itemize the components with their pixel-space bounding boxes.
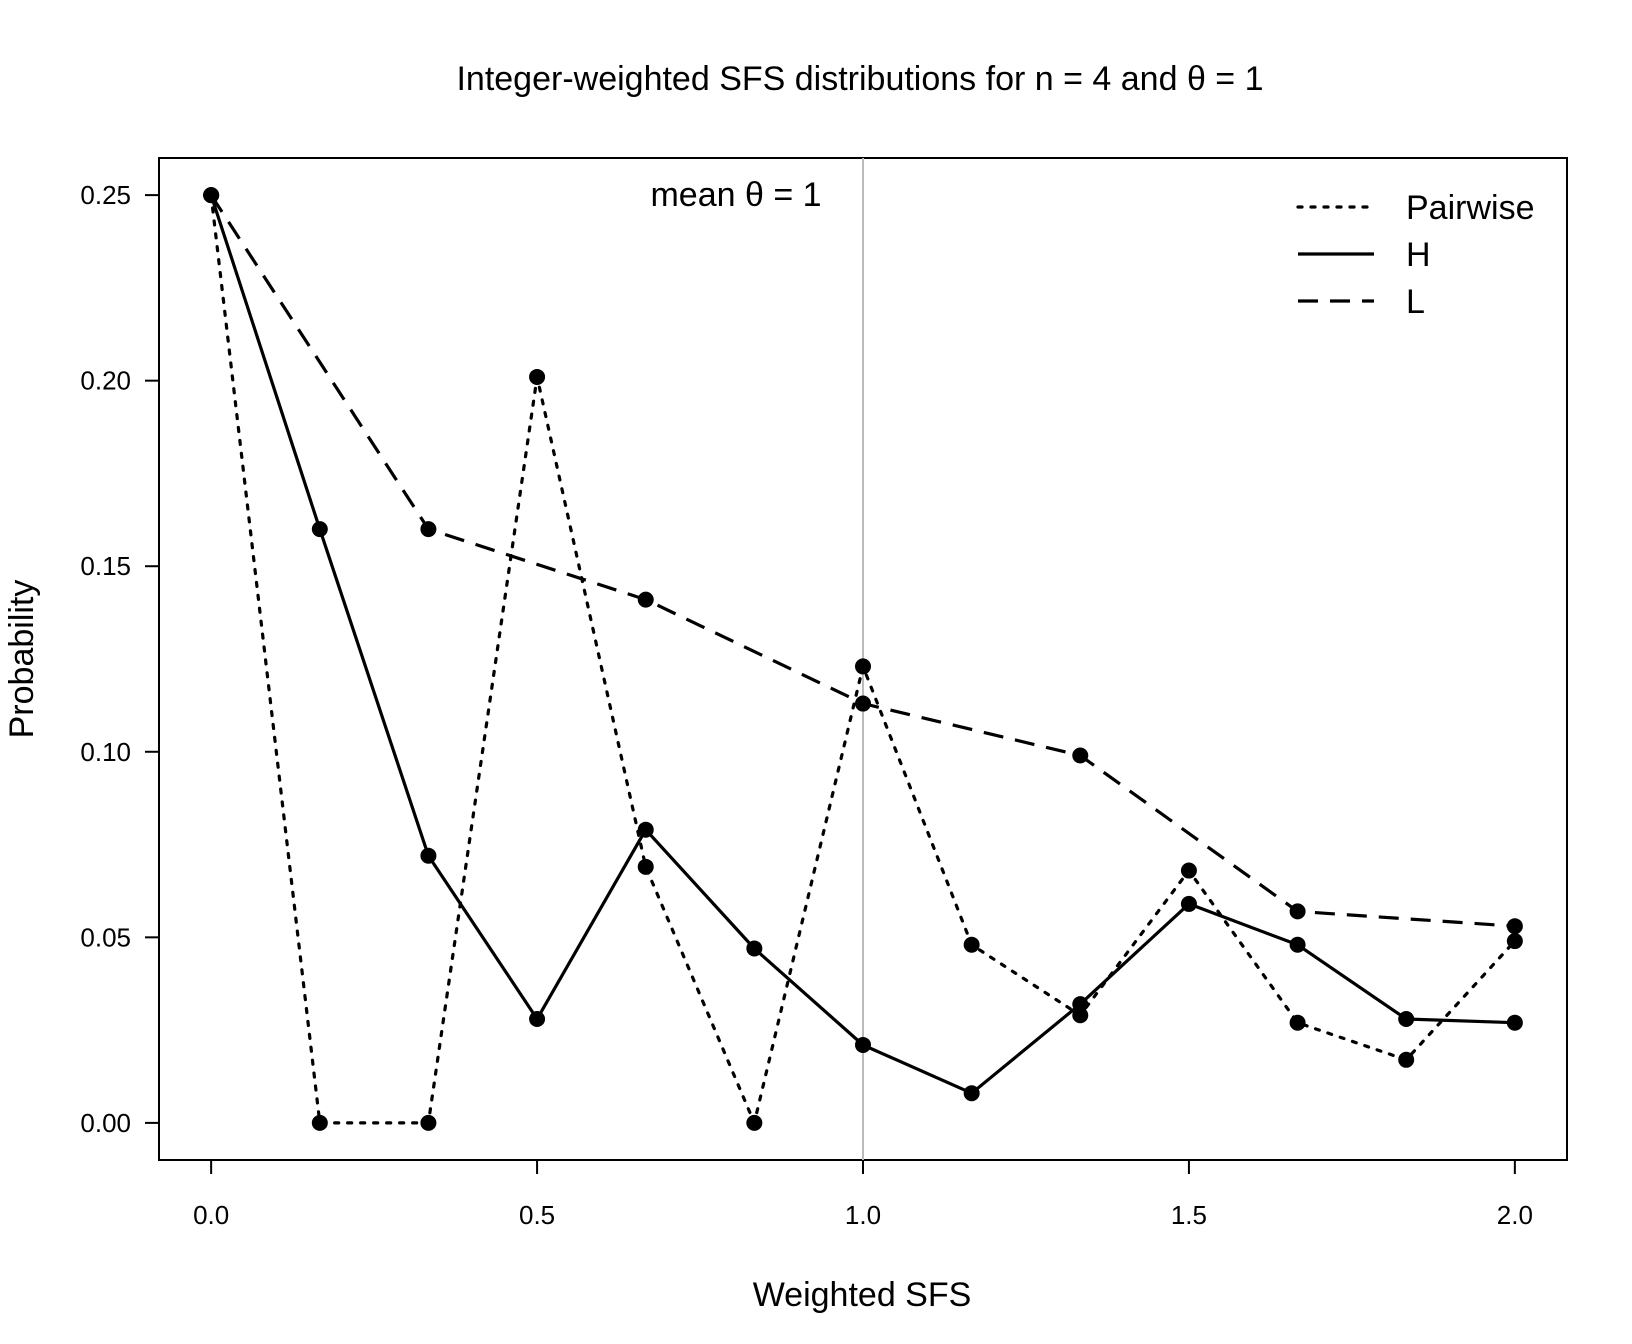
y-tick-label-1: 0.05 — [80, 922, 131, 952]
point-h-6 — [855, 1036, 871, 1053]
x-tick-label-2: 1.0 — [845, 1200, 881, 1230]
x-axis-title: Weighted SFS — [753, 1276, 972, 1314]
point-h-9 — [1180, 895, 1197, 912]
y-tick-label-5: 0.25 — [80, 180, 131, 210]
x-tick-label-1: 0.5 — [519, 1200, 555, 1230]
point-pairwise-12 — [1506, 933, 1523, 950]
x-tick-label-4: 2.0 — [1497, 1200, 1533, 1230]
mean-theta-annotation: mean θ = 1 — [650, 176, 821, 214]
x-tick-label-0: 0.0 — [193, 1200, 229, 1230]
y-axis: 0.00 0.05 0.10 0.15 0.20 0.25 — [80, 180, 159, 1138]
point-pairwise-10 — [1289, 1014, 1306, 1031]
point-h-2 — [420, 847, 437, 864]
chart-title: Integer-weighted SFS distributions for n… — [456, 60, 1263, 98]
point-pairwise-3 — [529, 368, 546, 385]
x-axis: 0.0 0.5 1.0 1.5 2.0 — [193, 1160, 1533, 1230]
legend: Pairwise HL — [1296, 189, 1534, 321]
point-h-10 — [1289, 936, 1306, 953]
legend-label-pairwise: Pairwise — [1406, 189, 1534, 227]
y-tick-label-0: 0.00 — [80, 1108, 131, 1138]
legend-label-h: H — [1406, 236, 1431, 274]
point-pairwise-1 — [311, 1114, 328, 1131]
point-l-0 — [203, 187, 220, 204]
y-axis-title: Probability — [3, 580, 41, 739]
point-h-3 — [529, 1010, 546, 1027]
point-pairwise-7 — [963, 936, 980, 953]
series-h — [203, 187, 1523, 1102]
point-h-4 — [637, 821, 654, 838]
point-h-8 — [1072, 996, 1089, 1013]
point-l-5 — [1289, 903, 1306, 920]
series-layer — [203, 187, 1523, 1131]
series-l — [203, 187, 1523, 935]
point-l-1 — [420, 521, 437, 538]
legend-label-l: L — [1406, 283, 1425, 321]
point-l-2 — [637, 591, 654, 608]
y-tick-label-4: 0.20 — [80, 366, 131, 396]
point-pairwise-9 — [1180, 862, 1197, 879]
point-pairwise-11 — [1398, 1051, 1415, 1068]
point-h-7 — [963, 1085, 980, 1102]
y-tick-label-2: 0.10 — [80, 737, 131, 767]
x-tick-label-3: 1.5 — [1171, 1200, 1207, 1230]
point-h-1 — [311, 521, 328, 538]
point-pairwise-4 — [637, 858, 654, 875]
series-pairwise — [203, 187, 1523, 1131]
point-h-5 — [746, 940, 763, 957]
point-h-12 — [1506, 1014, 1523, 1031]
point-l-4 — [1072, 747, 1089, 764]
y-tick-label-3: 0.15 — [80, 551, 131, 581]
point-h-11 — [1398, 1010, 1415, 1027]
point-pairwise-5 — [746, 1114, 763, 1131]
point-l-3 — [855, 695, 871, 712]
point-pairwise-6 — [855, 658, 871, 675]
point-pairwise-2 — [420, 1114, 437, 1131]
point-l-6 — [1506, 918, 1523, 935]
point-pairwise-8 — [1072, 1007, 1089, 1024]
